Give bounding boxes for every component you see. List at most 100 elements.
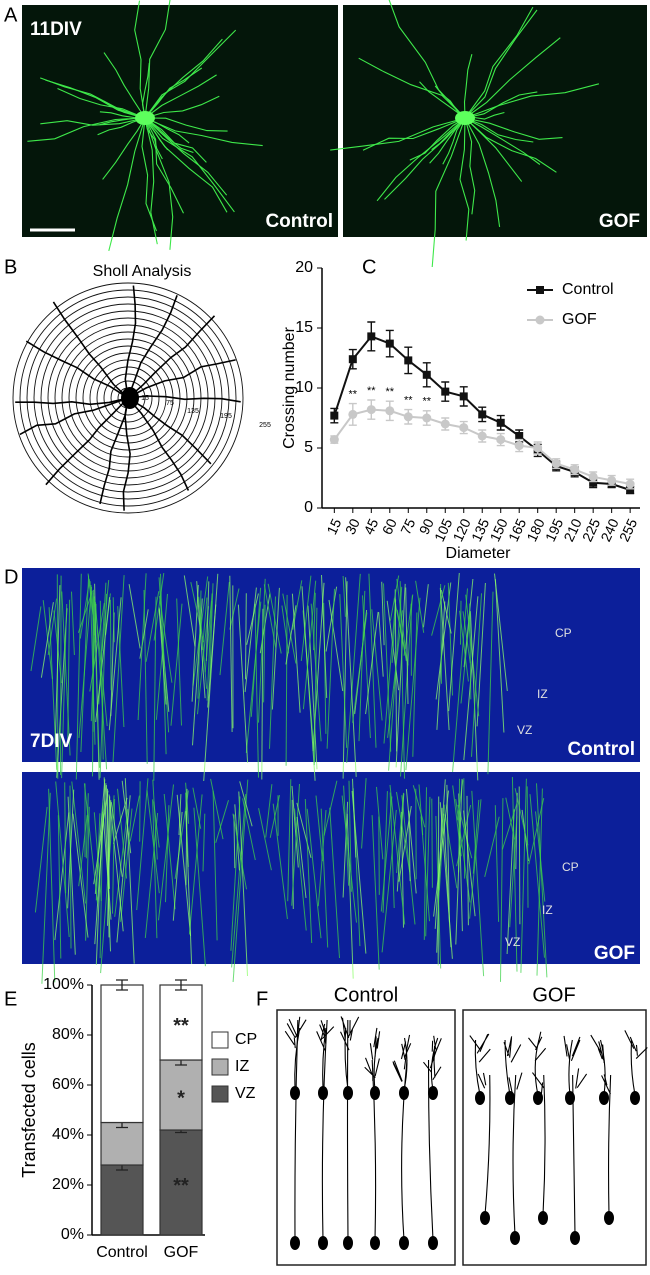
soma	[505, 1091, 515, 1105]
significance: *	[177, 1087, 185, 1109]
point	[330, 412, 338, 420]
soma	[428, 1236, 438, 1250]
y-tick-label: 80%	[52, 1026, 84, 1043]
x-tick-label: 255	[616, 516, 640, 544]
soma	[510, 1231, 520, 1245]
point	[367, 405, 376, 414]
y-tick-label: 0	[304, 499, 313, 516]
y-axis-label: Transfected cells	[19, 1042, 39, 1177]
neurite	[393, 1053, 407, 1240]
legend-marker	[536, 316, 545, 325]
neurite	[431, 1036, 441, 1090]
fiber	[379, 817, 380, 895]
radius-label: 75	[166, 400, 174, 407]
x-axis-label: Diameter	[446, 545, 512, 562]
soma	[135, 111, 155, 125]
soma	[343, 1236, 353, 1250]
zone-label: CP	[555, 626, 572, 640]
radius-label: 15	[141, 395, 149, 402]
x-tick-label: 135	[468, 516, 492, 544]
radius-label: 195	[220, 413, 232, 420]
point	[460, 392, 468, 400]
x-tick-label: 105	[431, 516, 455, 544]
panel-letter: C	[362, 256, 376, 278]
neurite	[573, 1068, 587, 1235]
point	[552, 459, 561, 468]
zone-label: IZ	[537, 687, 548, 701]
soma	[318, 1236, 328, 1250]
condition-label: GOF	[599, 211, 640, 232]
neurite	[401, 1035, 410, 1090]
soma	[399, 1236, 409, 1250]
significance: **	[349, 389, 358, 401]
x-tick-label: 30	[342, 516, 363, 537]
fiber	[110, 600, 111, 691]
significance: **	[173, 1175, 189, 1197]
y-tick-label: 100%	[43, 976, 84, 993]
point	[496, 435, 505, 444]
legend-swatch	[212, 1086, 228, 1102]
neurite	[528, 1032, 545, 1095]
legend-marker	[536, 286, 544, 294]
y-tick-label: 20%	[52, 1176, 84, 1193]
soma	[428, 1086, 438, 1100]
stage-label: 11DIV	[30, 19, 82, 40]
zone-label: VZ	[517, 723, 532, 737]
point	[404, 356, 412, 364]
point	[404, 412, 413, 421]
soma	[290, 1236, 300, 1250]
sholl-diagram: 15 75 135 195 255	[13, 283, 271, 513]
morph-box	[463, 1010, 646, 1265]
significance: **	[404, 395, 413, 407]
point	[570, 465, 579, 474]
y-tick-label: 5	[304, 439, 313, 456]
neurite	[341, 1016, 353, 1090]
line-chart: 0510152015304560759010512013515016518019…	[281, 259, 640, 562]
point	[497, 419, 505, 427]
panel-letter: F	[256, 988, 268, 1010]
neurite	[564, 1036, 580, 1095]
neurite	[423, 1048, 441, 1240]
radius-label: 255	[259, 422, 271, 429]
x-tick-label: 60	[379, 516, 400, 537]
y-tick-label: 20	[295, 259, 313, 276]
zone-label: CP	[562, 860, 579, 874]
point	[626, 480, 635, 489]
stage-label: 7DIV	[30, 731, 73, 752]
x-tick-label: 120	[449, 516, 473, 544]
point	[478, 432, 487, 441]
radius-label: 135	[187, 408, 199, 415]
x-tick-label: 195	[542, 516, 566, 544]
neurite	[287, 1017, 300, 1240]
soma	[570, 1231, 580, 1245]
neurite	[347, 1017, 358, 1240]
x-tick-label: 15	[323, 516, 344, 537]
legend-label: GOF	[562, 311, 597, 328]
point	[423, 371, 431, 379]
bar-segment	[101, 1123, 143, 1166]
x-tick-label: 240	[597, 516, 621, 544]
soma	[630, 1091, 640, 1105]
y-axis-label: Crossing number	[281, 326, 298, 449]
x-tick-label: 75	[397, 516, 418, 537]
neurite	[591, 1035, 605, 1095]
point	[385, 406, 394, 415]
significance: **	[173, 1015, 189, 1037]
legend-label: VZ	[235, 1085, 256, 1102]
legend-label: IZ	[235, 1058, 249, 1075]
morphology-drawings	[285, 1016, 647, 1250]
morph-title: Control	[334, 984, 398, 1006]
significance: **	[367, 385, 376, 397]
image-right	[343, 5, 647, 237]
y-tick-label: 0%	[61, 1226, 84, 1243]
legend-label: Control	[562, 281, 614, 298]
legend-swatch	[212, 1059, 228, 1075]
morph-title: GOF	[532, 984, 575, 1006]
point	[515, 432, 523, 440]
soma	[318, 1086, 328, 1100]
fiber	[432, 799, 433, 888]
zone-label: IZ	[542, 903, 553, 917]
bar-segment	[101, 985, 143, 1123]
condition-label: Control	[567, 739, 635, 760]
